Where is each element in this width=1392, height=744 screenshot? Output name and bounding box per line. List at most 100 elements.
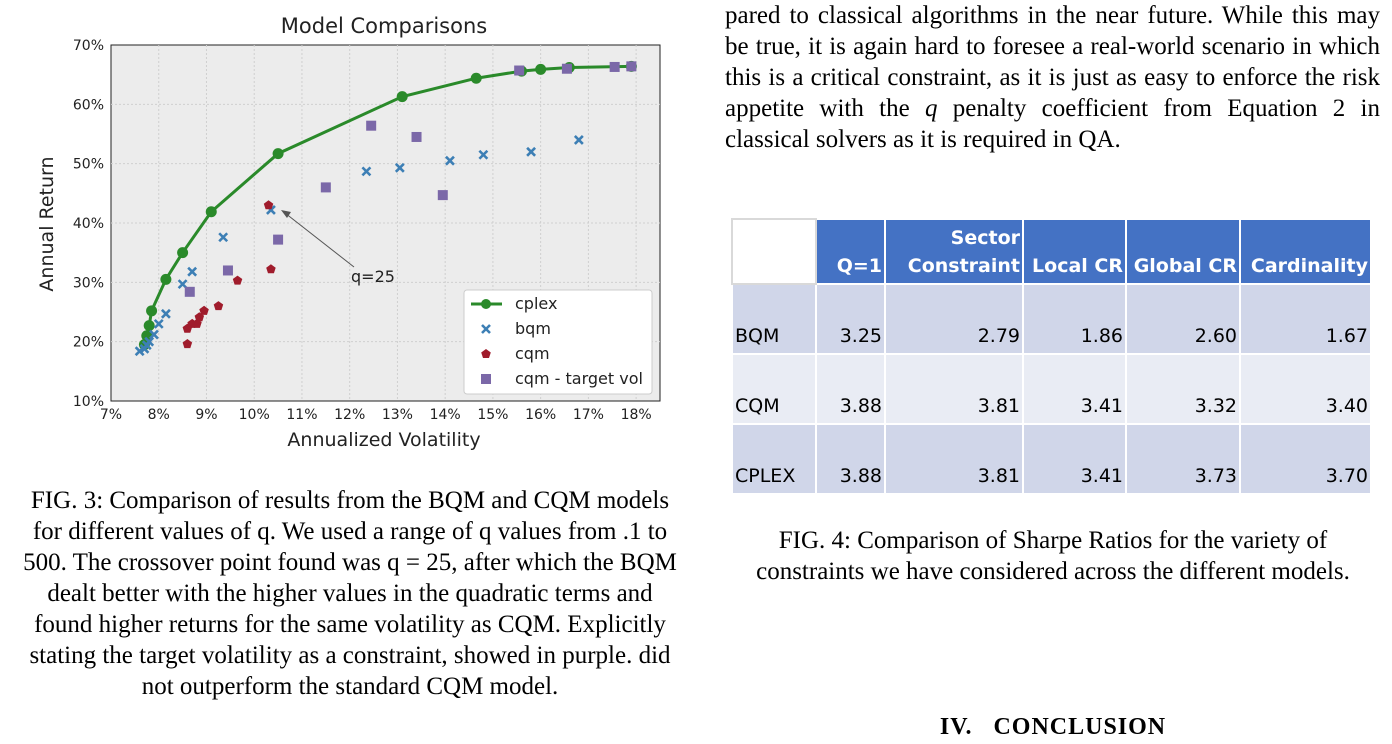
legend-marker-cqm-target-vol: [481, 374, 491, 384]
data-point: [445, 155, 455, 166]
body-paragraph: pared to classical algorithms in the nea…: [725, 0, 1380, 155]
chart-title: Model Comparisons: [281, 14, 487, 38]
data-point: [394, 162, 405, 173]
legend: cplex bqm cqm cqm - target vol: [463, 289, 653, 395]
table-row: BQM 3.25 2.79 1.86 2.60 1.67: [731, 283, 1372, 355]
legend-marker-cqm: [481, 349, 491, 358]
data-series: [134, 60, 637, 357]
figure-3-caption: FIG. 3: Comparison of results from the B…: [23, 487, 677, 700]
legend-label-cqm-target-vol: cqm - target vol: [515, 369, 643, 388]
legend-label-cqm: cqm: [515, 344, 550, 363]
data-point: [232, 275, 243, 285]
table-cell: 3.25: [815, 283, 886, 355]
table-header: Cardinality: [1239, 218, 1372, 285]
data-point: [149, 329, 159, 340]
table-cell: 3.70: [1239, 423, 1372, 495]
table-header: Global CR: [1125, 218, 1241, 285]
data-point: [141, 330, 153, 342]
data-point: [437, 190, 448, 201]
model-comparisons-chart: Model Comparisons 10%20%30%40%50%60%70% …: [36, 14, 661, 451]
table-cell: 3.88: [815, 353, 886, 425]
data-point: [609, 61, 620, 72]
data-point: [213, 301, 224, 311]
data-point: [561, 63, 572, 74]
data-point: [514, 65, 525, 76]
x-axis-label: Annualized Volatility: [287, 429, 480, 451]
table-cell: 1.67: [1239, 283, 1372, 355]
q25-annotation: q=25: [281, 210, 395, 286]
x-tick-label: 18%: [621, 407, 652, 423]
annotation-arrowhead: [281, 210, 291, 218]
table-row-label: CQM: [731, 353, 817, 425]
data-point: [187, 266, 198, 277]
data-point: [218, 232, 229, 243]
y-axis-label: Annual Return: [36, 156, 58, 291]
data-point: [222, 265, 233, 276]
data-point: [273, 234, 284, 245]
table-cell: 3.81: [884, 423, 1024, 495]
table-cell: 3.88: [815, 423, 886, 495]
table-cell: 3.73: [1125, 423, 1241, 495]
table-cell: 2.60: [1125, 283, 1241, 355]
table-cell: 3.32: [1125, 353, 1241, 425]
y-tick-label: 70%: [73, 38, 104, 54]
data-point: [177, 247, 189, 259]
data-point: [160, 273, 172, 285]
table-cell: 1.86: [1022, 283, 1127, 355]
data-point: [182, 339, 193, 349]
y-tick-label: 60%: [73, 97, 104, 113]
y-tick-label: 50%: [73, 157, 104, 173]
table-header-row: Q=1 Sector Constraint Local CR Global CR…: [731, 218, 1372, 285]
x-tick-label: 12%: [334, 407, 365, 423]
data-point: [320, 182, 331, 193]
x-tick-labels: 7% 8% 9% 10% 11% 12% 13% 14% 15% 16% 17% 18%: [100, 407, 652, 423]
series-bqm: [134, 135, 584, 357]
data-point: [411, 131, 422, 142]
data-point: [361, 166, 372, 177]
paragraph-text-start: pared to classical algorithms in the nea…: [725, 2, 1380, 122]
annotation-label: q=25: [351, 267, 395, 286]
data-point: [470, 72, 482, 84]
legend-marker-cplex: [481, 299, 491, 309]
series-cqm---target-vol: [184, 61, 637, 297]
table-row-label: CPLEX: [731, 423, 817, 495]
table-header: Sector Constraint: [884, 218, 1024, 285]
data-point: [272, 148, 284, 160]
data-point: [143, 320, 155, 332]
data-point: [396, 91, 408, 103]
data-point: [573, 135, 584, 145]
x-tick-label: 10%: [239, 407, 270, 423]
y-tick-label: 20%: [73, 335, 104, 351]
figure-4-caption: FIG. 4: Comparison of Sharpe Ratios for …: [756, 527, 1350, 585]
x-tick-label: 9%: [195, 407, 217, 423]
y-tick-label: 40%: [73, 216, 104, 232]
x-tick-label: 13%: [382, 407, 413, 423]
x-tick-label: 15%: [477, 407, 508, 423]
q-variable: q: [924, 95, 938, 122]
x-tick-label: 14%: [430, 407, 461, 423]
table-cell: 3.81: [884, 353, 1024, 425]
section-heading: IV. CONCLUSION: [939, 714, 1167, 740]
data-point: [153, 318, 164, 329]
data-point: [184, 286, 195, 297]
table-row-label: BQM: [731, 283, 817, 355]
data-point: [199, 305, 209, 315]
legend-marker-bqm: [481, 324, 491, 334]
table-cell: 3.41: [1022, 353, 1127, 425]
legend-label-cplex: cplex: [515, 294, 557, 313]
data-point: [366, 120, 377, 131]
data-point: [177, 279, 188, 290]
data-point: [626, 61, 637, 72]
data-point: [144, 336, 155, 347]
table-header: Local CR: [1022, 218, 1127, 285]
table-cell: 3.40: [1239, 353, 1372, 425]
annotation-arrow: [284, 212, 355, 268]
table-header-empty: [731, 218, 817, 285]
y-tick-label: 30%: [73, 275, 104, 291]
x-tick-label: 8%: [148, 407, 170, 423]
series-cqm: [182, 200, 276, 349]
y-tick-labels: 10% 20% 30% 40% 50% 60% 70%: [73, 38, 104, 410]
table-row: CPLEX 3.88 3.81 3.41 3.73 3.70: [731, 423, 1372, 495]
x-tick-label: 11%: [286, 407, 317, 423]
x-tick-label: 16%: [525, 407, 556, 423]
